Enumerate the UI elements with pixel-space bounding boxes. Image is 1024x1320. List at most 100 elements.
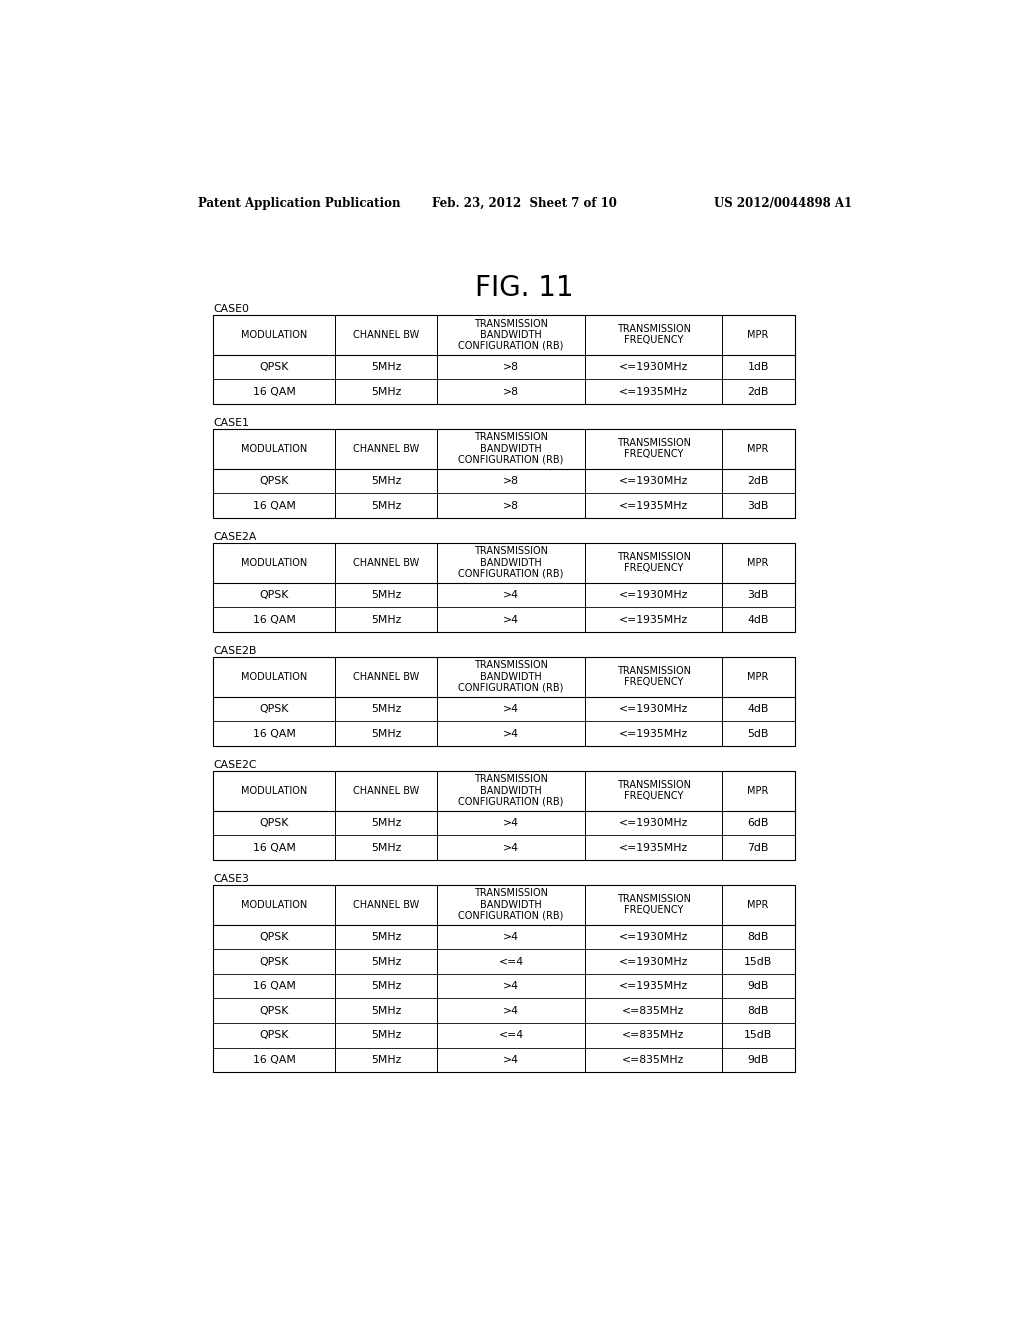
Text: TRANSMISSION
FREQUENCY: TRANSMISSION FREQUENCY [616,325,690,346]
Text: 3dB: 3dB [748,590,769,601]
Text: 2dB: 2dB [748,477,769,486]
Text: <=1930MHz: <=1930MHz [618,362,688,372]
Text: <=1930MHz: <=1930MHz [618,704,688,714]
Text: >4: >4 [503,704,519,714]
Text: CHANNEL BW: CHANNEL BW [353,785,419,796]
Text: QPSK: QPSK [260,477,289,486]
Text: 6dB: 6dB [748,818,769,828]
Text: 8dB: 8dB [748,932,769,942]
Bar [213,314,795,404]
Text: MODULATION: MODULATION [242,557,307,568]
Text: TRANSMISSION
BANDWIDTH
CONFIGURATION (RB): TRANSMISSION BANDWIDTH CONFIGURATION (RB… [459,660,564,693]
Text: 5MHz: 5MHz [371,477,401,486]
Text: CASE2A: CASE2A [213,532,257,543]
Text: <=1935MHz: <=1935MHz [618,729,688,739]
Text: <=1935MHz: <=1935MHz [618,500,688,511]
Text: <=1930MHz: <=1930MHz [618,590,688,601]
Text: <=835MHz: <=835MHz [623,1031,685,1040]
Text: 7dB: 7dB [748,842,769,853]
Text: TRANSMISSION
FREQUENCY: TRANSMISSION FREQUENCY [616,552,690,573]
Text: TRANSMISSION
FREQUENCY: TRANSMISSION FREQUENCY [616,780,690,801]
Text: <=1935MHz: <=1935MHz [618,981,688,991]
Text: CHANNEL BW: CHANNEL BW [353,557,419,568]
Text: QPSK: QPSK [260,704,289,714]
Text: 5MHz: 5MHz [371,932,401,942]
Text: >4: >4 [503,590,519,601]
Text: CHANNEL BW: CHANNEL BW [353,672,419,681]
Text: <=4: <=4 [499,957,523,966]
Text: 15dB: 15dB [744,957,772,966]
Text: >4: >4 [503,1006,519,1016]
Text: 5MHz: 5MHz [371,1031,401,1040]
Text: 5MHz: 5MHz [371,387,401,397]
Text: QPSK: QPSK [260,590,289,601]
Text: 5MHz: 5MHz [371,500,401,511]
Text: 5MHz: 5MHz [371,704,401,714]
Text: TRANSMISSION
FREQUENCY: TRANSMISSION FREQUENCY [616,894,690,915]
Text: 4dB: 4dB [748,615,769,624]
Text: MPR: MPR [748,899,769,909]
Text: <=1930MHz: <=1930MHz [618,818,688,828]
Text: MPR: MPR [748,672,769,681]
Text: 16 QAM: 16 QAM [253,729,296,739]
Text: >4: >4 [503,615,519,624]
Text: MODULATION: MODULATION [242,330,307,339]
Text: TRANSMISSION
BANDWIDTH
CONFIGURATION (RB): TRANSMISSION BANDWIDTH CONFIGURATION (RB… [459,318,564,351]
Text: >8: >8 [503,362,519,372]
Text: MODULATION: MODULATION [242,899,307,909]
Text: <=1935MHz: <=1935MHz [618,842,688,853]
Text: <=1930MHz: <=1930MHz [618,932,688,942]
Text: TRANSMISSION
BANDWIDTH
CONFIGURATION (RB): TRANSMISSION BANDWIDTH CONFIGURATION (RB… [459,888,564,921]
Text: CASE0: CASE0 [213,304,249,314]
Text: QPSK: QPSK [260,932,289,942]
Text: <=1930MHz: <=1930MHz [618,477,688,486]
Text: QPSK: QPSK [260,1006,289,1016]
Text: MPR: MPR [748,785,769,796]
Text: MODULATION: MODULATION [242,672,307,681]
Text: 5MHz: 5MHz [371,362,401,372]
Text: MPR: MPR [748,444,769,454]
Text: TRANSMISSION
FREQUENCY: TRANSMISSION FREQUENCY [616,438,690,459]
Text: CASE2C: CASE2C [213,760,257,770]
Text: 9dB: 9dB [748,981,769,991]
Bar [213,656,795,746]
Text: 5MHz: 5MHz [371,729,401,739]
Text: 16 QAM: 16 QAM [253,981,296,991]
Text: MPR: MPR [748,557,769,568]
Text: 9dB: 9dB [748,1055,769,1065]
Text: 8dB: 8dB [748,1006,769,1016]
Text: 2dB: 2dB [748,387,769,397]
Text: Patent Application Publication: Patent Application Publication [198,197,400,210]
Text: 3dB: 3dB [748,500,769,511]
Text: >8: >8 [503,500,519,511]
Text: >8: >8 [503,387,519,397]
Text: <=835MHz: <=835MHz [623,1055,685,1065]
Text: 5MHz: 5MHz [371,957,401,966]
Text: QPSK: QPSK [260,1031,289,1040]
Text: 5MHz: 5MHz [371,590,401,601]
Text: 16 QAM: 16 QAM [253,1055,296,1065]
Text: >4: >4 [503,842,519,853]
Text: CHANNEL BW: CHANNEL BW [353,444,419,454]
Text: <=1935MHz: <=1935MHz [618,387,688,397]
Text: <=1930MHz: <=1930MHz [618,957,688,966]
Text: <=1935MHz: <=1935MHz [618,615,688,624]
Text: 5MHz: 5MHz [371,615,401,624]
Text: 16 QAM: 16 QAM [253,615,296,624]
Text: 1dB: 1dB [748,362,769,372]
Text: TRANSMISSION
BANDWIDTH
CONFIGURATION (RB): TRANSMISSION BANDWIDTH CONFIGURATION (RB… [459,775,564,807]
Text: 4dB: 4dB [748,704,769,714]
Text: 5MHz: 5MHz [371,981,401,991]
Text: >4: >4 [503,1055,519,1065]
Text: QPSK: QPSK [260,957,289,966]
Text: MPR: MPR [748,330,769,339]
Text: FIG. 11: FIG. 11 [475,273,574,302]
Text: MODULATION: MODULATION [242,444,307,454]
Text: TRANSMISSION
BANDWIDTH
CONFIGURATION (RB): TRANSMISSION BANDWIDTH CONFIGURATION (RB… [459,546,564,579]
Bar [213,771,795,859]
Text: 5MHz: 5MHz [371,1055,401,1065]
Bar [213,429,795,517]
Text: >4: >4 [503,981,519,991]
Text: MODULATION: MODULATION [242,785,307,796]
Text: 16 QAM: 16 QAM [253,842,296,853]
